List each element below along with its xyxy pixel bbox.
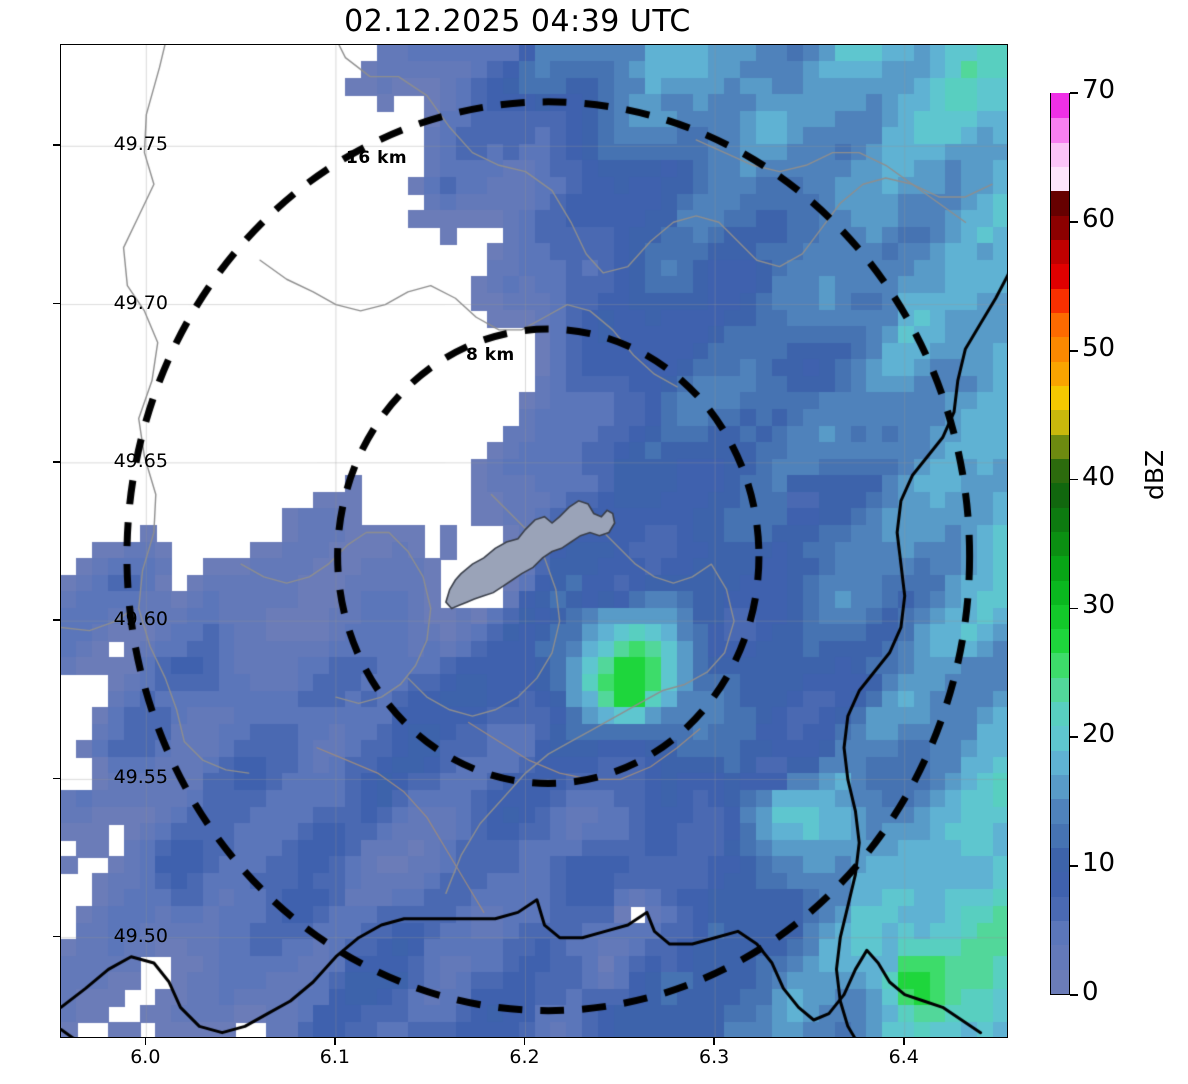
colorbar-tick-label: 30 bbox=[1082, 590, 1116, 621]
colorbar-band bbox=[1051, 530, 1069, 557]
colorbar-tick-label: 50 bbox=[1082, 332, 1116, 363]
colorbar-band bbox=[1051, 384, 1069, 411]
colorbar-band bbox=[1051, 968, 1069, 994]
colorbar-band bbox=[1051, 652, 1069, 678]
colorbar-band bbox=[1051, 263, 1069, 289]
colorbar-band bbox=[1051, 506, 1069, 532]
colorbar-band bbox=[1051, 919, 1069, 946]
colorbar-band bbox=[1051, 457, 1069, 484]
colorbar-band bbox=[1051, 360, 1069, 386]
x-tick-label: 6.0 bbox=[130, 1046, 161, 1068]
colorbar-band bbox=[1051, 895, 1069, 922]
colorbar-band bbox=[1051, 579, 1069, 605]
range-ring-label-8km: 8 km bbox=[466, 345, 515, 365]
colorbar-band bbox=[1051, 433, 1069, 459]
colorbar-band bbox=[1051, 847, 1069, 873]
x-tick-mark bbox=[334, 1038, 336, 1045]
x-tick-label: 6.4 bbox=[888, 1046, 919, 1068]
colorbar-tick-mark bbox=[1070, 349, 1078, 352]
colorbar-band bbox=[1051, 725, 1069, 751]
colorbar-tick-label: 60 bbox=[1082, 203, 1116, 234]
colorbar-tick-label: 70 bbox=[1082, 75, 1116, 105]
colorbar-tick-mark bbox=[1070, 865, 1078, 868]
colorbar-tick-label: 20 bbox=[1082, 719, 1116, 750]
y-tick-mark bbox=[53, 302, 60, 305]
colorbar-band bbox=[1051, 822, 1069, 849]
colorbar-band bbox=[1051, 555, 1069, 581]
x-tick-mark bbox=[523, 1038, 526, 1045]
colorbar-band bbox=[1051, 409, 1069, 435]
colorbar-band bbox=[1051, 92, 1069, 119]
colorbar-band bbox=[1051, 944, 1069, 970]
colorbar-band bbox=[1051, 214, 1069, 240]
y-tick-label: 49.75 bbox=[113, 133, 168, 156]
y-tick-mark bbox=[53, 144, 60, 147]
y-tick-label: 49.60 bbox=[113, 608, 168, 631]
y-tick-label: 49.55 bbox=[113, 766, 168, 789]
colorbar-tick-label: 0 bbox=[1082, 977, 1099, 1007]
colorbar-band bbox=[1051, 141, 1069, 167]
colorbar-band bbox=[1051, 749, 1069, 776]
colorbar-tick-mark bbox=[1070, 607, 1078, 610]
y-tick-mark bbox=[53, 461, 60, 463]
colorbar-axis-label: dBZ bbox=[1140, 449, 1169, 500]
colorbar-band bbox=[1051, 871, 1069, 897]
y-tick-mark bbox=[53, 777, 60, 780]
x-tick-label: 6.1 bbox=[319, 1046, 351, 1068]
y-tick-label: 49.50 bbox=[113, 924, 168, 947]
colorbar-band bbox=[1051, 798, 1069, 824]
page-title: 02.12.2025 04:39 UTC bbox=[344, 4, 691, 39]
colorbar-band bbox=[1051, 676, 1069, 703]
colorbar-band bbox=[1051, 701, 1069, 727]
colorbar-band bbox=[1051, 190, 1069, 216]
colorbar-band bbox=[1051, 287, 1069, 313]
radar-plot-area: 8 km 16 km bbox=[60, 44, 1008, 1038]
colorbar-band bbox=[1051, 482, 1069, 508]
colorbar-tick-mark bbox=[1070, 478, 1078, 481]
colorbar-tick-mark bbox=[1070, 92, 1078, 94]
colorbar-band bbox=[1051, 311, 1069, 338]
x-tick-label: 6.3 bbox=[699, 1046, 730, 1068]
colorbar-band bbox=[1051, 165, 1069, 192]
range-ring-label-16km: 16 km bbox=[346, 148, 408, 168]
colorbar-band bbox=[1051, 628, 1069, 654]
colorbar-tick-mark bbox=[1070, 994, 1078, 996]
colorbar-band bbox=[1051, 336, 1069, 362]
colorbar-tick-label: 10 bbox=[1082, 848, 1116, 879]
colorbar-tick-mark bbox=[1070, 220, 1078, 223]
y-tick-label: 49.70 bbox=[113, 291, 168, 314]
colorbar-band bbox=[1051, 774, 1069, 800]
y-tick-mark bbox=[53, 935, 60, 938]
x-tick-mark bbox=[713, 1038, 715, 1045]
x-tick-label: 6.2 bbox=[509, 1046, 540, 1068]
colorbar-gradient bbox=[1050, 92, 1070, 995]
colorbar bbox=[1050, 92, 1070, 995]
x-tick-mark bbox=[902, 1038, 905, 1045]
colorbar-band bbox=[1051, 117, 1069, 143]
colorbar-tick-mark bbox=[1070, 736, 1078, 739]
colorbar-tick-label: 40 bbox=[1082, 461, 1116, 492]
y-tick-mark bbox=[53, 619, 60, 621]
colorbar-band bbox=[1051, 238, 1069, 265]
y-tick-label: 49.65 bbox=[113, 449, 168, 472]
colorbar-band bbox=[1051, 603, 1069, 630]
map-overlay-layer bbox=[61, 45, 1007, 1037]
x-tick-mark bbox=[144, 1038, 147, 1045]
